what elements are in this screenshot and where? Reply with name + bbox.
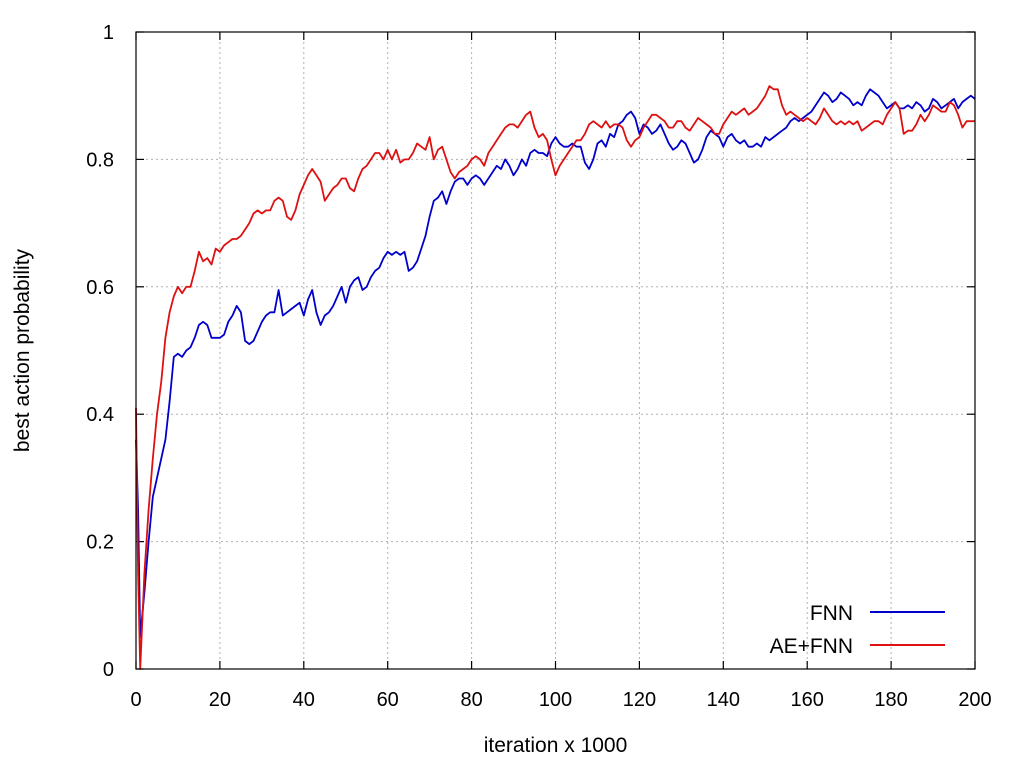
x-tick-label: 120 [623,689,656,711]
grid-lines [136,32,975,669]
x-tick-labels: 0 20 40 60 80 100 120 140 160 180 200 [130,689,991,711]
x-tick-label: 0 [130,689,141,711]
x-axis-label: iteration x 1000 [484,734,628,757]
y-tick-label: 0.4 [86,404,114,426]
x-tick-label: 180 [874,689,907,711]
y-tick-label: 0.6 [86,277,114,299]
series-line-fnn [135,88,976,638]
data-series [135,85,976,670]
y-axis-label: best action probability [11,248,34,452]
legend-label-fnn: FNN [810,602,853,625]
x-tick-label: 80 [460,689,482,711]
x-tick-label: 200 [958,689,991,711]
legend-label-ae-fnn: AE+FNN [770,635,853,658]
series-line-ae-fnn [135,85,975,670]
legend: FNN AE+FNN [770,602,945,658]
y-tick-labels: 0 0.2 0.4 0.6 0.8 1 [86,22,114,681]
x-tick-label: 20 [209,689,231,711]
y-tick-label: 1 [103,22,114,44]
y-tick-label: 0.2 [86,532,114,554]
x-tick-label: 140 [707,689,740,711]
x-tick-label: 100 [539,689,572,711]
x-tick-label: 60 [377,689,399,711]
x-tick-label: 160 [791,689,824,711]
y-tick-label: 0 [103,659,114,681]
plot-frame [135,31,976,670]
x-tick-label: 40 [293,689,315,711]
y-tick-label: 0.8 [86,149,114,171]
